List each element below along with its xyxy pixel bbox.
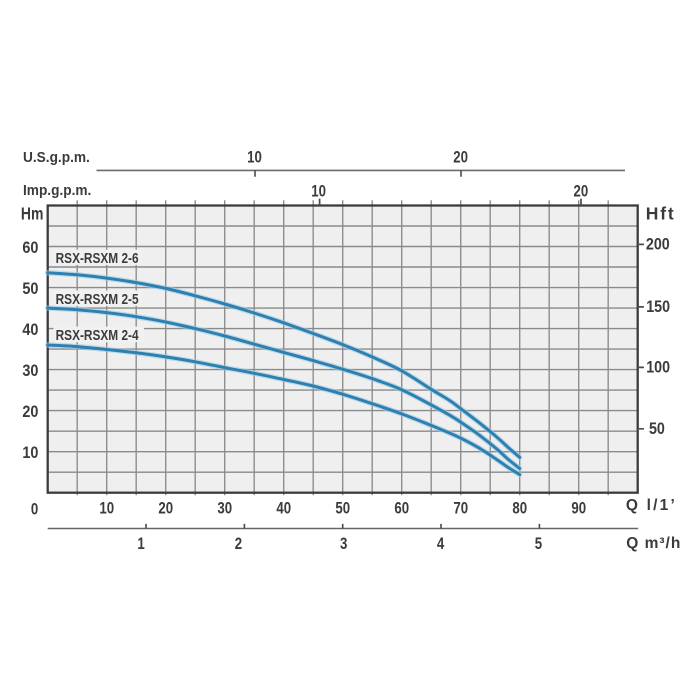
svg-text:80: 80 [512, 499, 527, 518]
svg-text:20: 20 [574, 182, 589, 201]
svg-text:5: 5 [535, 535, 543, 554]
svg-text:100: 100 [646, 359, 670, 377]
svg-text:50: 50 [335, 499, 350, 518]
svg-text:30: 30 [22, 362, 38, 380]
svg-text:20: 20 [158, 499, 173, 518]
svg-text:30: 30 [217, 499, 232, 518]
svg-text:Imp.g.p.m.: Imp.g.p.m. [23, 182, 91, 198]
svg-text:40: 40 [22, 321, 38, 339]
svg-text:Hft: Hft [646, 203, 676, 223]
svg-text:U.S.g.p.m.: U.S.g.p.m. [23, 149, 90, 165]
svg-text:50: 50 [22, 280, 38, 298]
svg-text:3: 3 [340, 535, 347, 554]
svg-text:2: 2 [235, 535, 242, 554]
svg-text:10: 10 [99, 499, 114, 518]
svg-text:10: 10 [22, 444, 38, 462]
svg-text:90: 90 [571, 499, 586, 518]
svg-text:1: 1 [137, 535, 145, 554]
svg-text:Q l/1’: Q l/1’ [626, 497, 677, 514]
svg-text:RSX-RSXM 2-5: RSX-RSXM 2-5 [56, 290, 139, 307]
svg-text:150: 150 [646, 298, 670, 316]
svg-text:40: 40 [276, 499, 291, 518]
svg-text:Hm: Hm [21, 205, 44, 224]
svg-text:20: 20 [453, 148, 468, 167]
svg-text:RSX-RSXM 2-4: RSX-RSXM 2-4 [56, 327, 139, 344]
svg-text:20: 20 [22, 403, 38, 421]
svg-text:10: 10 [311, 182, 326, 201]
svg-text:70: 70 [453, 499, 468, 518]
svg-text:0: 0 [31, 500, 38, 519]
svg-text:60: 60 [22, 239, 38, 257]
svg-text:4: 4 [437, 535, 445, 554]
svg-text:RSX-RSXM 2-6: RSX-RSXM 2-6 [56, 250, 139, 267]
svg-text:60: 60 [394, 499, 409, 518]
svg-text:50: 50 [649, 420, 665, 438]
svg-text:Q m³/h: Q m³/h [626, 535, 681, 552]
svg-text:200: 200 [646, 235, 670, 253]
svg-text:10: 10 [247, 148, 262, 167]
